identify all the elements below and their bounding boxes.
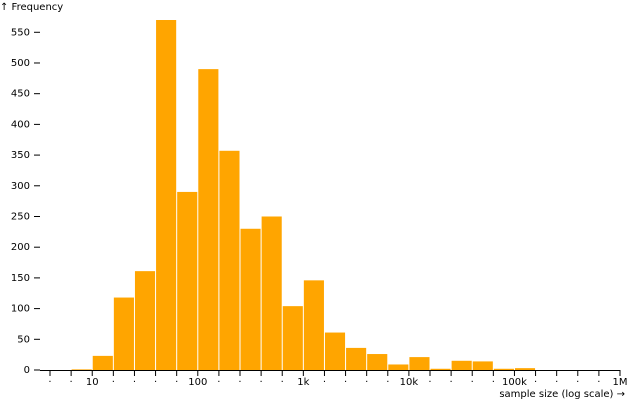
y-tick-label: 50	[17, 334, 30, 345]
x-tick-label: ·	[450, 377, 453, 388]
x-tick-label: ·	[471, 377, 474, 388]
bar	[198, 69, 219, 371]
bar	[367, 354, 388, 370]
bar	[303, 280, 324, 370]
x-tick-label: ·	[365, 377, 368, 388]
y-tick-label: 150	[11, 273, 30, 284]
bar	[346, 347, 367, 370]
bar	[261, 216, 282, 370]
y-tick-label: 550	[11, 27, 30, 38]
bar	[71, 369, 92, 370]
y-tick-label: 400	[11, 119, 30, 130]
bar	[514, 368, 536, 370]
y-tick-label: 100	[11, 304, 30, 315]
x-tick-label: ·	[323, 377, 326, 388]
bar	[282, 306, 303, 370]
bar	[451, 360, 472, 370]
x-tick-label: ·	[492, 377, 495, 388]
x-tick-label: ·	[281, 377, 284, 388]
x-axis-label: sample size (log scale) →	[499, 389, 625, 400]
x-tick-label: 1k	[297, 377, 309, 388]
bar	[134, 271, 156, 370]
bar	[409, 357, 430, 370]
y-tick-label: 500	[11, 58, 30, 69]
bar	[113, 297, 134, 370]
x-tick-label: ·	[48, 377, 51, 388]
x-tick-label: ·	[112, 377, 115, 388]
x-tick-label: 100	[188, 377, 207, 388]
x-tick-label: 10k	[400, 377, 419, 388]
y-tick-label: 300	[11, 181, 30, 192]
x-tick-label: ·	[260, 377, 263, 388]
x-tick-label: ·	[217, 377, 220, 388]
x-tick-label: ·	[597, 377, 600, 388]
bar	[156, 20, 177, 370]
x-tick-label: 1M	[613, 377, 628, 388]
bar	[324, 332, 346, 370]
x-tick-label: ·	[344, 377, 347, 388]
bar	[219, 150, 240, 370]
x-tick-label: ·	[70, 377, 73, 388]
y-tick-label: 350	[11, 150, 30, 161]
x-tick-label: ·	[555, 377, 558, 388]
y-tick-label: 450	[11, 89, 30, 100]
bar	[472, 361, 493, 370]
y-tick-label: 250	[11, 211, 30, 222]
x-tick-label: ·	[238, 377, 241, 388]
bar	[430, 368, 451, 370]
bar	[177, 191, 198, 370]
x-tick-label: ·	[386, 377, 389, 388]
bar	[493, 368, 514, 370]
x-tick-label: ·	[428, 377, 431, 388]
x-tick-label: ·	[133, 377, 136, 388]
x-tick-label: ·	[175, 377, 178, 388]
y-tick-label: 0	[24, 365, 30, 376]
bar	[92, 355, 113, 370]
x-tick-label: 100k	[502, 377, 527, 388]
x-tick-label: ·	[534, 377, 537, 388]
x-tick-label: ·	[154, 377, 157, 388]
y-axis-label: ↑ Frequency	[0, 2, 63, 13]
bar	[388, 364, 409, 370]
y-tick-label: 200	[11, 242, 30, 253]
bar	[240, 228, 261, 370]
x-tick-label: ·	[576, 377, 579, 388]
x-tick-label: 10	[86, 377, 99, 388]
